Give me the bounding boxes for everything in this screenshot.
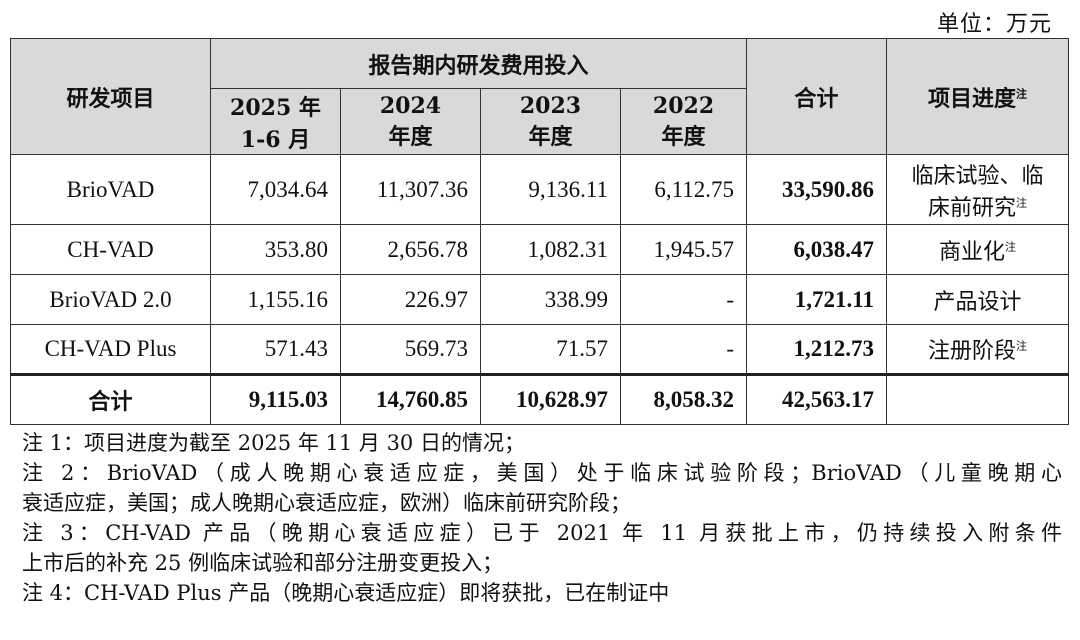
value-cell: 71.57 [480,324,621,375]
row-total: 1,721.11 [746,274,888,325]
value-cell: 9,136.11 [480,154,621,225]
total-value-cell: 10,628.97 [480,374,621,425]
total-value-cell: 9,115.03 [210,374,341,425]
grand-total: 42,563.17 [746,374,888,425]
header-period-2024: 2024 年度 [340,88,481,155]
value-cell: 2,656.78 [340,224,481,275]
total-label: 合计 [10,374,211,425]
table-row: BrioVAD 7,034.64 11,307.36 9,136.11 6,11… [10,154,1070,225]
footnote-4: 注 4：CH-VAD Plus 产品（晚期心衰适应症）即将获批，已在制证中 [22,581,670,605]
footnote-3-line1: 注 3：CH-VAD 产品（晚期心衰适应症）已于 2021 年 11 月获批上市… [22,521,1062,545]
value-cell: - [619,324,748,375]
unit-label: 单位：万元 [936,12,1052,37]
table-row: BrioVAD 2.0 1,155.16 226.97 338.99 - 1,7… [10,274,1070,325]
value-cell: 571.43 [210,324,341,375]
progress-cell: 注册阶段注 [886,324,1070,375]
project-name: BrioVAD 2.0 [10,274,211,325]
project-name: CH-VAD Plus [10,324,211,375]
header-period-group: 报告期内研发费用投入 [209,38,748,89]
total-progress-cell [886,374,1070,425]
value-cell: 569.73 [340,324,481,375]
value-cell: 1,945.57 [619,224,748,275]
value-cell: 338.99 [480,274,621,325]
progress-cell: 商业化注 [886,224,1070,275]
project-name: CH-VAD [10,224,211,275]
value-cell: 353.80 [210,224,341,275]
progress-cell: 临床试验、临 床前研究注 [886,154,1070,225]
footnote-2-line2: 衰适应症，美国；成人晚期心衰适应症，欧洲）临床前研究阶段； [22,491,631,515]
row-total: 6,038.47 [746,224,888,275]
value-cell: 7,034.64 [210,154,341,225]
value-cell: 6,112.75 [619,154,748,225]
row-total: 33,590.86 [746,154,888,225]
value-cell: 226.97 [340,274,481,325]
value-cell: 1,155.16 [210,274,341,325]
footnotes: 注 1：项目进度为截至 2025 年 11 月 30 日的情况； 注 2：Bri… [22,428,1062,608]
header-project: 研发项目 [10,38,211,155]
project-name: BrioVAD [10,154,211,225]
row-total: 1,212.73 [746,324,888,375]
header-period-2022: 2022 年度 [619,88,748,155]
progress-cell: 产品设计 [886,274,1070,325]
total-value-cell: 14,760.85 [340,374,481,425]
header-period-2025h1: 2025 年 1-6 月 [210,88,341,155]
table-row: CH-VAD 353.80 2,656.78 1,082.31 1,945.57… [10,224,1070,275]
header-period-2023: 2023 年度 [480,88,621,155]
value-cell: 11,307.36 [340,154,481,225]
header-total: 合计 [746,38,888,155]
table-row: CH-VAD Plus 571.43 569.73 71.57 - 1,212.… [10,324,1070,375]
footnote-1: 注 1：项目进度为截至 2025 年 11 月 30 日的情况； [22,431,525,455]
footnote-3-line2: 上市后的补充 25 例临床试验和部分注册变更投入； [22,551,504,575]
value-cell: 1,082.31 [480,224,621,275]
header-progress: 项目进度注 [886,38,1070,155]
total-value-cell: 8,058.32 [619,374,748,425]
total-row: 合计 9,115.03 14,760.85 10,628.97 8,058.32… [10,374,1070,425]
footnote-2-line1: 注 2：BrioVAD（成人晚期心衰适应症，美国）处于临床试验阶段；BrioVA… [22,461,1062,485]
rd-expense-table: 研发项目 报告期内研发费用投入 合计 项目进度注 2025 年 1-6 月 202… [10,38,1070,425]
value-cell: - [619,274,748,325]
